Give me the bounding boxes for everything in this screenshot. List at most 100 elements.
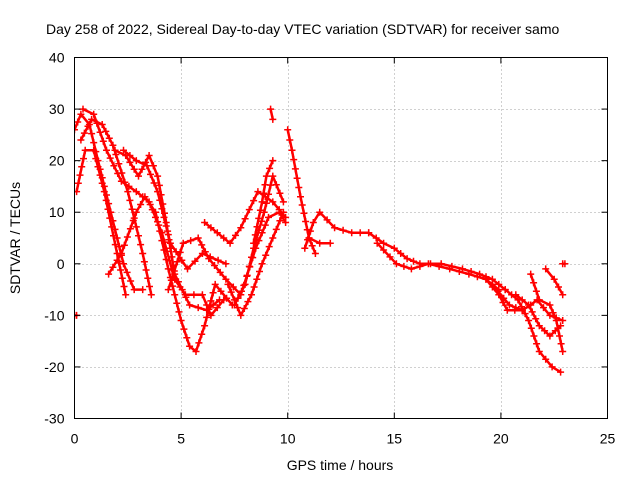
data-point [226, 239, 234, 247]
data-point [220, 234, 228, 242]
data-point [124, 188, 132, 196]
data-point [98, 179, 106, 187]
data-point [245, 206, 253, 214]
series-arc-3 [77, 115, 155, 299]
data-point [74, 179, 82, 187]
data-point [139, 250, 147, 257]
data-point [216, 296, 223, 304]
x-tick-label: 20 [493, 431, 509, 447]
data-point [205, 255, 213, 263]
data-point [241, 280, 249, 288]
data-point [550, 275, 558, 283]
data-point [397, 250, 405, 257]
data-point [288, 146, 296, 154]
data-point [229, 283, 237, 291]
data-point [386, 253, 394, 261]
data-point [546, 332, 554, 340]
y-axis-label: SDTVAR / TECUs [7, 182, 23, 294]
data-point [260, 189, 267, 197]
data-point [155, 181, 163, 189]
data-point [191, 257, 199, 265]
data-point [122, 291, 130, 299]
data-point [141, 193, 149, 201]
data-point [279, 208, 287, 216]
data-point [110, 232, 117, 240]
series-line [367, 231, 507, 291]
data-point [535, 296, 543, 304]
data-point [275, 206, 283, 214]
data-point [222, 275, 230, 283]
data-point [528, 308, 536, 316]
data-point [209, 289, 217, 297]
data-point [175, 308, 183, 316]
data-point [128, 205, 136, 213]
data-point [118, 274, 126, 282]
data-point [525, 301, 533, 309]
data-point [129, 217, 137, 224]
data-point [482, 275, 490, 283]
data-point [503, 306, 511, 314]
data-point [298, 201, 306, 209]
data-point [187, 237, 195, 245]
data-point [356, 229, 364, 237]
data-point [227, 288, 235, 296]
data-point [265, 213, 272, 221]
data-point [186, 301, 194, 309]
series-arc-5 [105, 193, 236, 355]
data-point [160, 246, 168, 254]
data-point [253, 275, 261, 283]
data-point [284, 126, 292, 134]
series-arc-16 [305, 234, 334, 247]
data-point [76, 171, 84, 179]
x-tick-label: 25 [600, 431, 616, 447]
data-point [198, 291, 206, 299]
data-point [139, 286, 147, 294]
data-point [512, 291, 520, 299]
series-arc-23 [527, 270, 567, 355]
data-point [88, 130, 96, 138]
data-point [512, 304, 520, 312]
data-point [74, 188, 81, 196]
data-point [416, 262, 424, 270]
data-point [150, 179, 158, 187]
series-arc-8 [164, 208, 290, 299]
y-tick-label: 30 [49, 101, 65, 117]
data-point [132, 188, 140, 196]
data-point [96, 128, 104, 136]
data-point [446, 265, 454, 273]
data-point [291, 165, 299, 173]
y-tick-label: -10 [44, 307, 64, 323]
data-point [173, 258, 181, 266]
data-point [380, 239, 388, 247]
data-point [561, 260, 569, 268]
data-point [269, 234, 277, 242]
data-point [251, 231, 259, 239]
data-point [403, 255, 411, 263]
data-point [224, 280, 232, 288]
data-point [186, 342, 194, 350]
data-point [530, 332, 538, 340]
data-point [74, 126, 78, 134]
data-point [162, 222, 170, 230]
data-point [93, 119, 101, 127]
data-point [222, 260, 230, 268]
data-point [154, 218, 162, 226]
data-point [297, 193, 304, 201]
data-point [117, 266, 125, 274]
data-point [201, 322, 209, 330]
data-point [156, 227, 164, 235]
data-point [135, 232, 142, 240]
data-point [84, 122, 92, 130]
data-point [167, 276, 175, 284]
data-point [123, 233, 131, 241]
y-tick-label: 40 [49, 50, 65, 66]
data-point [276, 217, 284, 225]
data-point [120, 283, 128, 290]
data-point [160, 213, 168, 221]
data-point [365, 229, 373, 237]
data-point [154, 188, 162, 196]
data-point [174, 278, 182, 286]
data-point [311, 250, 319, 257]
y-tick-label: 20 [49, 153, 65, 169]
data-point [230, 301, 238, 309]
